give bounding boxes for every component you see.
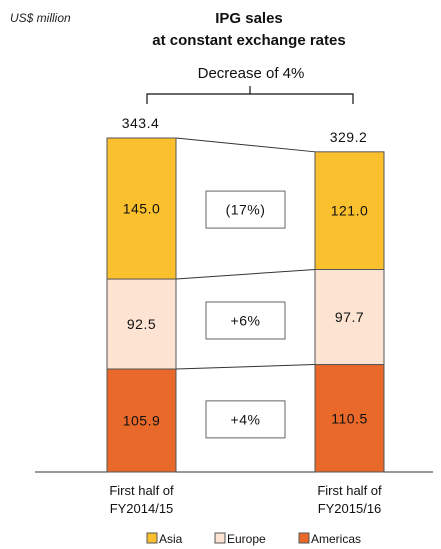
connector-line-1 [175, 364, 316, 370]
legend-label-europe: Europe [227, 532, 266, 546]
change-box-americas [205, 400, 286, 439]
value-label-europe-1: 92.5 [127, 316, 156, 332]
legend-swatch-americas [298, 532, 310, 544]
stacked-bars: 105.9 92.5 145.0 110.5 97.7 121.0 [106, 137, 385, 473]
category-label-1-line-1: First half of [109, 483, 174, 498]
category-label-2-line-2: FY2015/16 [318, 501, 382, 516]
chart-subtitle: at constant exchange rates [152, 32, 345, 49]
bar-americas-1 [106, 368, 177, 473]
change-box-europe [205, 301, 286, 340]
bar-asia-1 [106, 137, 177, 280]
unit-label: US$ million [10, 11, 71, 25]
legend-swatch-asia [146, 532, 158, 544]
summary-bracket [146, 86, 354, 104]
bar-europe-2 [314, 268, 385, 366]
connector-line-3 [175, 137, 316, 153]
value-label-americas-2: 110.5 [331, 410, 368, 426]
connector-line-2 [175, 269, 316, 280]
connector-lines [175, 137, 316, 370]
change-label-americas: +4% [231, 411, 261, 427]
chart-title: IPG sales [215, 10, 283, 27]
legend-label-asia: Asia [159, 532, 183, 546]
change-label-asia: (17%) [226, 202, 266, 218]
value-label-asia-2: 121.0 [331, 203, 369, 219]
change-label-europe: +6% [231, 313, 261, 329]
legend-label-americas: Americas [311, 532, 361, 546]
change-box-asia [205, 190, 286, 229]
category-label-1-line-2: FY2014/15 [110, 501, 174, 516]
total-labels: 343.4 329.2 [122, 115, 368, 145]
category-label-2-line-1: First half of [317, 483, 382, 498]
summary-label: Decrease of 4% [198, 65, 305, 82]
total-label-2: 329.2 [330, 129, 368, 145]
legend-swatch-europe [214, 532, 226, 544]
bar-asia-2 [314, 151, 385, 270]
change-boxes: +4% +6% (17%) [205, 190, 286, 439]
bar-americas-2 [314, 364, 385, 473]
value-label-europe-2: 97.7 [335, 309, 364, 325]
legend: Asia Europe Americas [146, 532, 361, 546]
total-label-1: 343.4 [122, 115, 160, 131]
value-label-americas-1: 105.9 [123, 412, 161, 428]
category-labels: First half of FY2014/15 First half of FY201… [109, 483, 382, 516]
value-label-asia-1: 145.0 [123, 201, 161, 217]
